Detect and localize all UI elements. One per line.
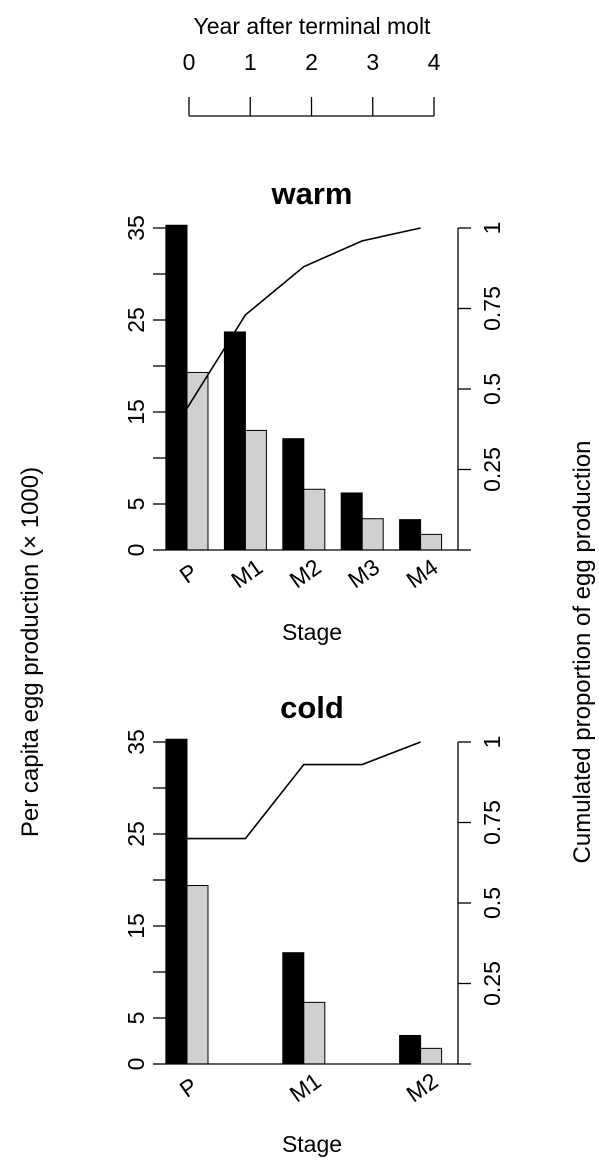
bar-dark	[282, 438, 305, 551]
y-left-axis-label: Per capita egg production (× 1000)	[17, 467, 44, 837]
bar-dark	[282, 952, 305, 1065]
panel-title: cold	[280, 690, 344, 725]
x-category-label: M2	[285, 554, 326, 594]
x-category-label: P	[175, 1072, 202, 1102]
top-axis-tick-label: 2	[305, 49, 318, 75]
panel-title: warm	[271, 176, 353, 211]
bar-dark	[399, 519, 422, 551]
top-year-scale: Year after terminal molt 0 1 2 3 4	[183, 13, 441, 117]
bar-grey	[303, 1001, 326, 1065]
x-category-label: M3	[343, 554, 384, 594]
bar-dark	[340, 492, 363, 551]
y-right-tick-label: 0.5	[479, 887, 505, 919]
y-left-tick-label: 35	[123, 729, 149, 755]
y-left-tick-label: 35	[123, 215, 149, 241]
y-left-tick-label: 0	[123, 544, 149, 557]
panel-cold: cold 0 5 15 25 35 0.25 0.5 0.75 1 P M1 M2 Stage	[123, 690, 505, 1157]
top-axis-tick-label: 3	[366, 49, 379, 75]
x-axis-label: Stage	[282, 1131, 342, 1157]
y-right-tick-label: 0.75	[479, 800, 505, 845]
bar-grey	[186, 371, 209, 551]
bar-grey	[420, 1047, 443, 1065]
y-left-tick-label: 15	[123, 399, 149, 425]
cumulative-line	[187, 741, 421, 840]
y-right-tick-label: 1	[479, 736, 505, 749]
bar-dark	[399, 1034, 422, 1065]
y-left-tick-label: 5	[123, 498, 149, 511]
top-axis-label: Year after terminal molt	[194, 13, 432, 39]
bar-grey	[361, 518, 384, 551]
y-left-tick-label: 25	[123, 307, 149, 333]
y-right-tick-label: 1	[479, 222, 505, 235]
bar-grey	[303, 488, 326, 551]
y-left-tick-label: 5	[123, 1012, 149, 1025]
y-right-tick-label: 0.5	[479, 373, 505, 405]
top-axis-tick-label: 1	[244, 49, 257, 75]
bar-grey	[186, 885, 209, 1065]
y-left-tick-label: 25	[123, 821, 149, 847]
y-right-axis-label: Cumulated proportion of egg production	[569, 441, 596, 864]
x-axis-label: Stage	[282, 619, 342, 645]
y-left-tick-label: 0	[123, 1058, 149, 1071]
x-category-label: M2	[401, 1068, 442, 1108]
x-category-label: M1	[226, 554, 267, 594]
top-axis-ticks: 0 1 2 3 4	[183, 49, 441, 117]
bar-dark	[223, 331, 246, 551]
y-left-tick-label: 15	[123, 913, 149, 939]
top-axis-tick-label: 0	[183, 49, 196, 75]
x-category-label: M1	[285, 1068, 326, 1108]
x-category-label: M4	[401, 554, 442, 594]
x-category-label: P	[175, 558, 202, 588]
y-right-tick-label: 0.75	[479, 286, 505, 331]
bar-grey	[420, 533, 443, 551]
cumulative-line	[186, 227, 421, 409]
top-axis-tick-label: 4	[428, 49, 441, 75]
bar-grey	[244, 429, 267, 551]
bar-dark	[165, 738, 188, 1065]
y-right-tick-label: 0.25	[479, 447, 505, 492]
panel-warm: warm 0 5 15 25 35 0.25 0.5 0.75 1 P M1 M2 M3 M4 Stage	[123, 176, 505, 645]
y-right-tick-label: 0.25	[479, 961, 505, 1006]
bar-dark	[165, 224, 188, 551]
